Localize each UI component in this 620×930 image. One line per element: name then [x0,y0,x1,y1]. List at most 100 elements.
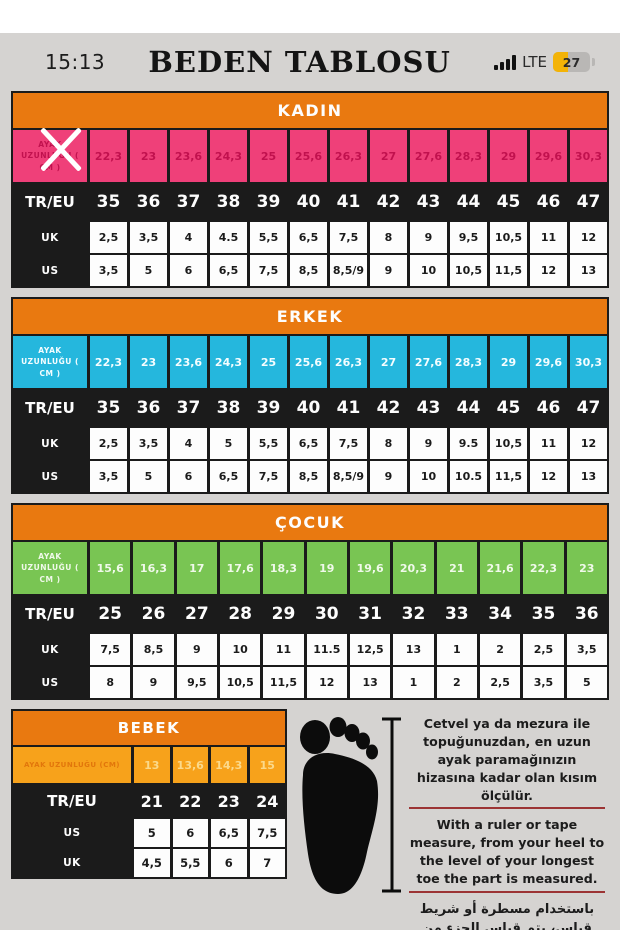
size-value: 2,5 [476,667,520,698]
cocuk-table: ÇOCUK AYAK UZUNLUĞU ( CM ) 15,6 16,3 17 17,6 1… [11,503,609,700]
cocuk-row-treu: TR/EU 25 26 27 28 29 30 31 32 33 34 35 36 [13,594,607,632]
foot-length-value: 24,3 [207,130,247,182]
erkek-section-title: ERKEK [13,299,607,336]
size-value: 5 [131,819,170,847]
foot-length-value: 27,6 [407,130,447,182]
size-value: 29 [260,596,303,632]
foot-length-value: 26,3 [327,130,367,182]
size-value: 8 [367,428,407,459]
foot-measure-figure [295,709,401,903]
size-value: 7,5 [87,634,130,665]
size-value: 7,5 [247,461,287,492]
size-value: 24 [246,785,286,817]
foot-length-value: 23 [127,336,167,388]
size-value: 40 [287,184,327,220]
row-label: UK [13,849,131,877]
page-title: BEDEN TABLOSU [148,45,451,79]
size-value: 46 [527,184,567,220]
size-value: 10 [216,634,260,665]
battery-icon: 27 [553,52,590,72]
size-value: 43 [407,184,447,220]
foot-length-value: 29 [487,130,527,182]
size-value: 13 [346,667,390,698]
foot-length-value: 28,3 [447,130,487,182]
size-value: 11,5 [487,461,527,492]
size-value: 34 [476,596,520,632]
network-type-label: LTE [522,53,547,71]
foot-length-value: 20,3 [390,542,434,594]
foot-length-value: 17 [173,542,217,594]
size-value: 42 [367,390,407,426]
size-value: 5,5 [169,849,209,877]
size-value: 2,5 [87,222,127,253]
foot-length-value: 21 [433,542,477,594]
row-label: UK [13,428,87,459]
size-value: 11,5 [260,667,303,698]
size-value: 4,5 [131,849,170,877]
size-value: 38 [207,390,247,426]
size-value: 30 [303,596,347,632]
size-value: 8,5 [130,634,173,665]
size-value: 40 [287,390,327,426]
size-value: 39 [247,184,287,220]
red-divider [409,807,605,810]
size-value: 35 [520,596,563,632]
status-bar: 15:13 BEDEN TABLOSU LTE 27 [11,33,609,91]
size-value: 9 [367,461,407,492]
foot-length-value: 16,3 [130,542,174,594]
size-value: 41 [327,184,367,220]
size-value: 13 [390,634,433,665]
size-value: 12 [527,255,567,286]
size-value: 28 [216,596,260,632]
size-value: 6 [208,849,247,877]
row-label: TR/EU [25,605,75,623]
size-value: 21 [131,785,170,817]
foot-length-value: 29,6 [527,336,567,388]
erkek-row-us: US 3,5 5 6 6,5 7,5 8,5 8,5/9 9 10 10.5 11,5 12 13 [13,459,607,492]
size-value: 44 [447,390,487,426]
cocuk-section-title: ÇOCUK [13,505,607,542]
size-value: 3,5 [87,461,127,492]
size-value: 4 [167,222,207,253]
size-value: 7,5 [327,222,367,253]
kadin-table: KADIN AYAK UZUNLUĞU ( CM ) 22,3 23 23,6 24,3 2… [11,91,609,288]
size-value: 6,5 [287,428,327,459]
size-value: 10,5 [487,428,527,459]
size-value: 12 [567,222,607,253]
foot-length-value: 23,6 [167,130,207,182]
row-label: TR/EU [25,193,75,211]
size-value: 7,5 [327,428,367,459]
foot-length-value: 19,6 [346,542,391,594]
size-value: 35 [87,184,127,220]
size-value: 45 [487,390,527,426]
size-value: 10,5 [216,667,260,698]
kadin-row-uk: UK 2,5 3,5 4 4.5 5,5 6,5 7,5 8 9 9,5 10,5 11 12 [13,220,607,253]
row-label: TR/EU [47,792,97,810]
foot-length-value: 18,3 [260,542,304,594]
battery-percent: 27 [562,54,581,70]
status-indicators: LTE 27 [494,52,595,72]
instruction-english: With a ruler or tape measure, from your … [409,817,605,886]
size-value: 6 [169,819,209,847]
size-value: 4.5 [207,222,247,253]
size-value: 47 [567,184,607,220]
bebek-foot-length-row: AYAK UZUNLUĞU (CM) 13 13,6 14,3 15 [13,747,285,783]
battery-fill [553,52,568,72]
size-value: 7,5 [246,819,286,847]
row-label: US [13,819,131,847]
size-value: 11 [527,428,567,459]
size-value: 47 [567,390,607,426]
foot-length-value: 25 [247,130,287,182]
cocuk-foot-length-row: AYAK UZUNLUĞU ( CM ) 15,6 16,3 17 17,6 18,3 19… [13,542,607,594]
foot-length-label: AYAK UZUNLUĞU (CM) [13,747,131,783]
size-value: 11,5 [487,255,527,286]
instruction-turkish: Cetvel ya da mezura ile topuğunuzdan, en… [416,716,598,803]
size-value: 3,5 [563,634,607,665]
size-value: 42 [367,184,407,220]
kadin-foot-length-row: AYAK UZUNLUĞU ( CM ) 22,3 23 23,6 24,3 25 25,6… [13,127,607,182]
foot-length-value: 17,6 [216,542,261,594]
foot-length-value: 13,6 [169,747,208,783]
foot-length-value: 29,6 [527,130,567,182]
bebek-row-treu: TR/EU 21 22 23 24 [13,783,285,817]
foot-length-value: 27 [367,130,407,182]
